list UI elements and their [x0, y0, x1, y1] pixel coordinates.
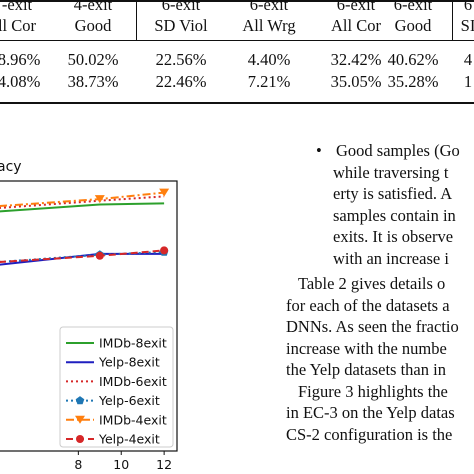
header-cell: 6-exit	[336, 0, 376, 14]
legend-label-imdb-8exit: IMDb-8exit	[99, 336, 167, 351]
chart-svg: acy 8 10 12 IMDb-8exit Yelp-8exit IMDb-6exit…	[0, 159, 178, 472]
header-cell: Good	[74, 16, 112, 35]
x-tick-label: 8	[74, 457, 82, 472]
series-lines	[0, 188, 170, 266]
chart-title-fragment: acy	[0, 159, 22, 175]
data-point-imdb-4exit	[94, 195, 105, 204]
table-cell: 1	[463, 72, 473, 91]
table-cell: 22.46%	[155, 72, 207, 91]
header-cell: Good	[394, 16, 432, 35]
text-line: Good samples (Go	[336, 141, 460, 160]
table-cell: 7.21%	[247, 72, 291, 91]
table-cell: 35.05%	[330, 72, 382, 91]
text-line: samples contain in	[333, 205, 456, 225]
header-cell: 6	[463, 0, 473, 14]
header-cell: 6-exit	[161, 0, 201, 14]
legend-marker-imdb-4exit	[75, 415, 85, 424]
accuracy-chart: acy 8 10 12 IMDb-8exit Yelp-8exit IMDb-6exit…	[0, 145, 200, 474]
text-line: Table 2 gives details o	[298, 274, 446, 293]
table-mid-rule	[0, 40, 474, 42]
table-cell: 4	[463, 50, 473, 69]
legend-label-yelp-6exit: Yelp-6exit	[98, 393, 160, 408]
legend-box	[59, 326, 174, 448]
series-line-imdb-8exit	[0, 202, 165, 213]
text-line: erty is satisfied. A	[333, 184, 453, 203]
text-line: Figure 3 highlights the	[298, 381, 448, 401]
x-tick-label: 10	[113, 457, 129, 472]
table-cell: 32.42%	[330, 50, 382, 69]
text-line: DNNs. As seen the fractio	[286, 317, 459, 336]
text-line: increase with the numbe	[286, 338, 447, 358]
results-table: -exit 4-exit 6-exit 6-exit 6-exit 6-exit…	[0, 0, 474, 104]
table-top-rule	[0, 0, 474, 2]
column-divider	[136, 0, 137, 40]
text-line: while traversing t	[333, 162, 449, 182]
x-tick-label: 12	[156, 457, 172, 472]
table-cell: 40.62%	[387, 50, 439, 69]
data-point-yelp-4exit	[95, 251, 104, 260]
data-point-yelp-4exit	[160, 246, 169, 255]
plot-frame	[0, 180, 178, 452]
text-line: exits. It is observe	[333, 227, 454, 246]
table-cell: 4.40%	[247, 50, 291, 69]
header-cell: All Wrg	[242, 16, 296, 35]
x-axis-ticks: 8 10 12	[74, 451, 172, 472]
legend-label-yelp-4exit: Yelp-4exit	[98, 432, 160, 447]
text-line: for each of the datasets a	[286, 295, 450, 315]
column-divider	[452, 0, 453, 40]
data-point-imdb-4exit	[159, 188, 170, 197]
table-cell: 35.28%	[387, 72, 439, 91]
table-cell: 8.96%	[0, 50, 41, 69]
header-cell: SI	[460, 16, 474, 35]
legend: IMDb-8exit Yelp-8exit IMDb-6exit Yelp-6exit…	[59, 326, 174, 448]
table-cell: 22.56%	[155, 50, 207, 69]
text-line: in EC-3 on the Yelp datas	[286, 403, 455, 422]
table-cell: 38.73%	[67, 72, 119, 91]
header-cell: 6-exit	[249, 0, 289, 14]
header-cell: -exit	[1, 0, 33, 14]
legend-marker-yelp-4exit	[76, 435, 84, 443]
header-cell: SD Viol	[154, 16, 208, 35]
header-cell: 6-exit	[393, 0, 433, 14]
legend-label-yelp-8exit: Yelp-8exit	[98, 355, 160, 370]
table-bottom-rule	[0, 102, 474, 104]
text-line: with an increase i	[333, 248, 449, 268]
legend-label-imdb-6exit: IMDb-6exit	[99, 374, 167, 389]
table-cell: 4.08%	[0, 72, 41, 91]
text-line: the Yelp datasets than in	[286, 360, 446, 379]
header-cell: ll Cor	[0, 16, 37, 35]
header-cell: 4-exit	[73, 0, 113, 14]
header-cell: All Cor	[331, 16, 381, 35]
bullet-glyph: •	[316, 141, 322, 160]
text-line: CS-2 configuration is the	[286, 424, 453, 444]
table-cell: 50.02%	[67, 50, 119, 69]
legend-label-imdb-4exit: IMDb-4exit	[99, 412, 167, 427]
legend-marker-yelp-6exit	[75, 396, 85, 405]
